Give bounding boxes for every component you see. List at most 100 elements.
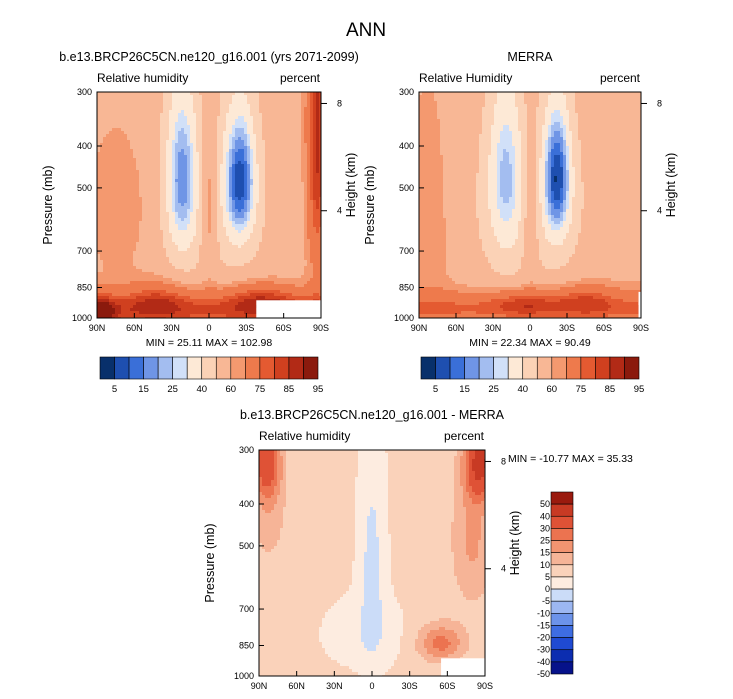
units-label: percent [600,71,641,85]
x-tick-label: 90S [313,323,329,333]
colorbar-label: 5 [545,572,550,582]
colorbar-label: 40 [196,384,207,395]
colorbar-swatch [580,356,596,380]
colorbar-swatch [550,540,574,553]
height-tick-label: 8 [657,98,662,108]
colorbar-swatch [550,491,574,505]
x-tick-label: 60S [596,323,612,333]
colorbar-label: 40 [517,384,528,395]
x-tick-label: 90S [477,681,493,691]
panel-model: b.e13.BRCP26C5CN.ne120_g16.001 (yrs 2071… [41,50,359,395]
units-label: percent [280,71,321,85]
y-tick-label: 500 [399,183,414,193]
colorbar-swatch [435,356,451,380]
colorbar-swatch [550,637,574,651]
y-tick-label: 1000 [394,313,414,323]
colorbar-label: -30 [537,645,550,655]
x-tick-label: 90S [633,323,649,333]
colorbar-swatch [201,356,217,380]
colorbar-swatch [550,503,574,517]
y-tick-label: 700 [239,604,254,614]
y-axis-label: Pressure (mb) [363,165,377,244]
colorbar-label: 25 [488,384,499,395]
y-tick-label: 700 [77,246,92,256]
figure-title: ANN [346,20,386,41]
colorbar-swatch [464,356,480,380]
colorbar-label: 15 [540,548,550,558]
colorbar-swatch [186,356,203,380]
y-tick-label: 1000 [72,313,92,323]
colorbar-swatch [550,661,574,675]
colorbar-swatch [550,649,574,663]
colorbar-label: 15 [459,384,470,395]
x-tick-label: 60N [126,323,143,333]
colorbar-swatch [550,564,574,578]
height-tick-label: 8 [337,98,342,108]
y-tick-label: 400 [77,141,92,151]
x-tick-label: 60S [439,681,455,691]
units-label: percent [444,429,485,443]
height-tick-label: 8 [501,456,506,466]
y-tick-label: 850 [77,282,92,292]
colorbar-swatch [550,625,574,638]
colorbar-label: -10 [537,608,550,618]
x-tick-label: 0 [206,323,211,333]
colorbar-label: 5 [112,384,117,395]
colorbar-swatch [566,356,582,380]
y-tick-label: 300 [239,445,254,455]
colorbar-label: 25 [167,384,178,395]
colorbar: 5 15 25 40 60 75 85 95 [420,356,645,395]
colorbar-swatch [595,356,611,380]
colorbar-swatch [157,356,173,380]
y-tick-label: 300 [399,87,414,97]
colorbar-label: 10 [540,560,550,570]
variable-label: Relative Humidity [419,71,512,85]
colorbar-swatch [114,356,130,380]
colorbar-swatch [288,356,304,380]
colorbar-label: 5 [433,384,438,395]
x-tick-label: 30N [163,323,180,333]
colorbar-label: 60 [226,384,237,395]
colorbar-label: 85 [605,384,616,395]
colorbar-label: 95 [634,384,645,395]
height-axis-label: Height (km) [344,153,358,218]
colorbar-swatch [550,600,574,614]
colorbar-swatch [274,356,290,380]
colorbar-swatch [99,356,115,380]
missing-data-region [638,291,641,318]
x-tick-label: 30S [238,323,254,333]
colorbar-label: -5 [542,596,550,606]
colorbar-swatch [550,515,574,529]
height-tick-label: 4 [337,206,342,216]
colorbar-label: 30 [540,523,550,533]
colorbar-swatch [128,356,144,380]
height-axis-label: Height (km) [508,511,522,576]
colorbar-swatch [143,356,159,380]
x-tick-label: 0 [527,323,532,333]
x-tick-label: 60N [448,323,465,333]
x-tick-label: 0 [369,681,374,691]
colorbar-swatch [609,356,625,380]
y-tick-label: 400 [399,141,414,151]
x-tick-label: 90N [411,323,428,333]
heatmap-field [97,92,322,319]
colorbar-swatch [259,356,275,380]
y-tick-label: 500 [239,541,254,551]
colorbar-swatch [507,356,524,380]
x-tick-label: 30S [559,323,575,333]
min-max-stats: MIN = 22.34 MAX = 90.49 [469,337,591,349]
heatmap-field [259,450,486,677]
y-tick-label: 700 [399,246,414,256]
panel-diff: b.e13.BRCP26C5CN.ne120_g16.001 - MERRA Re… [203,408,633,691]
colorbar-swatch [303,356,319,380]
colorbar-label: -40 [537,657,550,667]
missing-data-region [256,300,321,318]
height-tick-label: 4 [501,564,506,574]
height-tick-label: 4 [657,206,662,216]
colorbar-swatch [420,356,436,380]
colorbar-label: -20 [537,633,550,643]
colorbar-label: -15 [537,620,550,630]
chart-title: b.e13.BRCP26C5CN.ne120_g16.001 (yrs 2071… [59,50,359,64]
variable-label: Relative humidity [97,71,188,85]
